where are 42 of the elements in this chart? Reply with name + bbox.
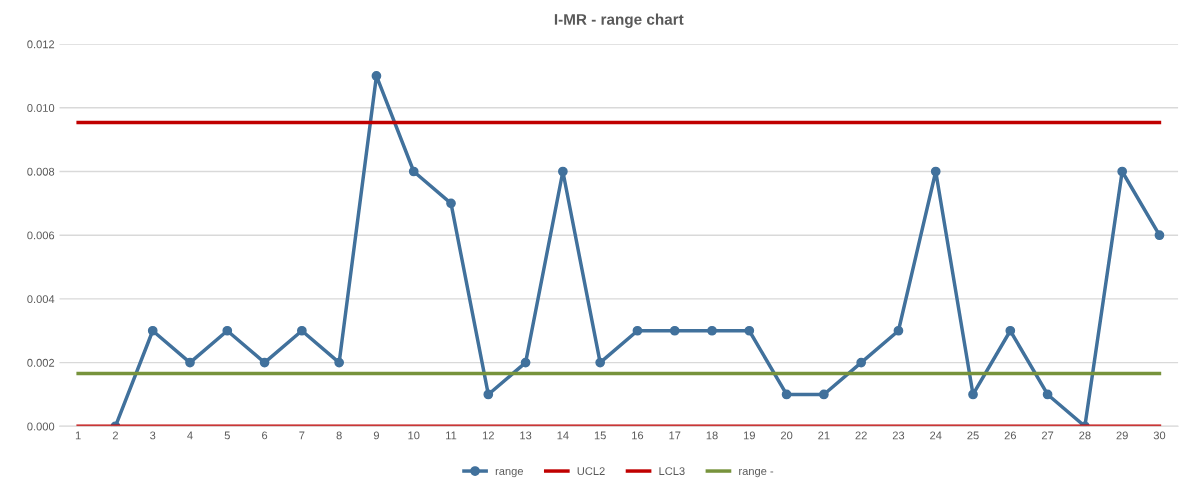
x-tick-label: 6: [262, 431, 268, 440]
x-tick-label: 29: [1116, 431, 1128, 440]
x-tick-label: 4: [187, 431, 193, 440]
x-tick-label: 27: [1041, 431, 1054, 440]
y-tick-label: 0.010: [27, 104, 55, 112]
x-tick-label: 1: [75, 431, 81, 440]
x-tick-label: 2: [112, 431, 118, 440]
x-tick-label: 7: [299, 431, 305, 440]
y-tick-label: 0.008: [27, 167, 55, 176]
x-tick-label: 26: [1004, 431, 1016, 440]
legend-label: range -: [739, 468, 774, 478]
y-tick-label: 0.004: [27, 295, 55, 304]
x-tick-label: 23: [892, 431, 905, 440]
x-tick-label: 19: [743, 431, 755, 440]
chart-title: I-MR - range chart: [554, 13, 684, 28]
legend-label: LCL3: [659, 467, 685, 476]
x-tick-label: 11: [446, 431, 457, 440]
x-tick-label: 14: [557, 431, 569, 440]
x-tick-label: 5: [224, 431, 230, 440]
legend-label: range: [495, 468, 523, 478]
x-tick-label: 18: [706, 431, 718, 440]
y-tick-label: 0.012: [27, 40, 55, 49]
x-tick-label: 25: [967, 431, 979, 440]
x-tick-label: 12: [482, 431, 494, 440]
y-tick-label: 0.002: [27, 358, 55, 367]
x-tick-label: 16: [632, 431, 644, 440]
x-tick-label: 8: [336, 431, 342, 440]
x-tick-label: 17: [669, 431, 681, 440]
y-tick-label: 0.006: [27, 231, 55, 240]
x-tick-label: 15: [594, 431, 606, 440]
x-tick-label: 13: [520, 431, 532, 440]
x-tick-label: 10: [408, 431, 420, 440]
x-tick-label: 9: [373, 431, 379, 440]
y-tick-label: 0.000: [27, 422, 55, 431]
legend-label: UCL2: [577, 467, 605, 476]
x-tick-label: 21: [818, 431, 830, 440]
x-tick-label: 28: [1079, 431, 1091, 440]
x-tick-label: 22: [855, 431, 867, 440]
x-tick-label: 20: [780, 431, 793, 440]
x-tick-label: 30: [1153, 431, 1166, 440]
x-tick-label: 3: [150, 431, 156, 440]
x-tick-label: 24: [930, 431, 942, 440]
